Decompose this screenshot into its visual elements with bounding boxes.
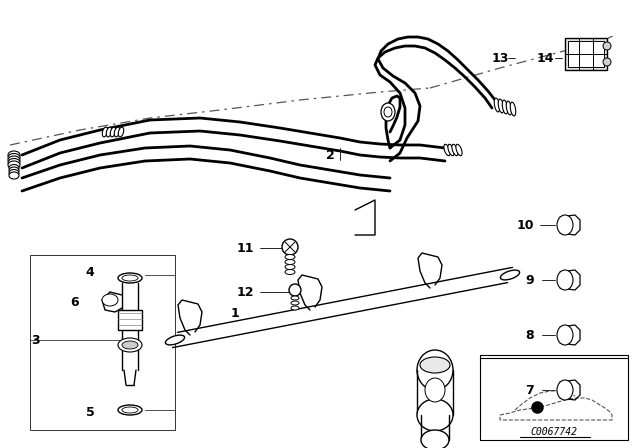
Ellipse shape <box>8 161 20 169</box>
Ellipse shape <box>421 430 449 448</box>
Ellipse shape <box>557 270 573 290</box>
Text: 2: 2 <box>326 148 334 161</box>
Ellipse shape <box>106 127 112 137</box>
Ellipse shape <box>448 144 454 156</box>
Text: 7: 7 <box>525 383 534 396</box>
Ellipse shape <box>291 301 299 305</box>
Ellipse shape <box>9 167 19 174</box>
Ellipse shape <box>456 144 462 156</box>
Ellipse shape <box>110 127 116 137</box>
Ellipse shape <box>417 350 453 390</box>
Ellipse shape <box>381 103 395 121</box>
Ellipse shape <box>603 58 611 66</box>
Ellipse shape <box>122 341 138 349</box>
Ellipse shape <box>122 275 138 281</box>
Ellipse shape <box>102 294 118 306</box>
Ellipse shape <box>115 127 120 137</box>
Ellipse shape <box>285 254 295 259</box>
Text: 3: 3 <box>31 333 39 346</box>
Ellipse shape <box>506 101 512 115</box>
Ellipse shape <box>165 335 184 345</box>
Ellipse shape <box>8 159 20 167</box>
Ellipse shape <box>8 154 20 161</box>
Text: 5: 5 <box>86 405 94 418</box>
Ellipse shape <box>494 98 500 112</box>
Text: 9: 9 <box>525 273 534 287</box>
Ellipse shape <box>9 164 19 172</box>
Ellipse shape <box>557 325 573 345</box>
Ellipse shape <box>417 399 453 431</box>
Text: 8: 8 <box>525 328 534 341</box>
Ellipse shape <box>291 296 299 300</box>
Ellipse shape <box>118 405 142 415</box>
Text: 6: 6 <box>70 296 79 309</box>
Ellipse shape <box>557 380 573 400</box>
Bar <box>565 38 607 70</box>
Ellipse shape <box>118 273 142 283</box>
Ellipse shape <box>557 215 573 235</box>
Ellipse shape <box>8 151 20 159</box>
Ellipse shape <box>118 127 124 137</box>
Ellipse shape <box>444 144 450 156</box>
Text: 1: 1 <box>230 306 239 319</box>
Ellipse shape <box>425 378 445 402</box>
Ellipse shape <box>285 270 295 275</box>
Ellipse shape <box>285 259 295 264</box>
Ellipse shape <box>285 264 295 270</box>
Text: 14: 14 <box>536 52 554 65</box>
Ellipse shape <box>452 144 458 156</box>
Ellipse shape <box>118 338 142 352</box>
Ellipse shape <box>282 239 298 255</box>
Text: 4: 4 <box>86 266 94 279</box>
Ellipse shape <box>603 42 611 50</box>
Ellipse shape <box>420 357 450 373</box>
Ellipse shape <box>8 156 20 164</box>
Bar <box>118 310 142 330</box>
Text: 11: 11 <box>236 241 253 254</box>
Ellipse shape <box>102 127 108 137</box>
Ellipse shape <box>384 107 392 117</box>
Ellipse shape <box>122 407 138 413</box>
Ellipse shape <box>502 100 508 114</box>
Ellipse shape <box>289 284 301 296</box>
Ellipse shape <box>9 169 19 177</box>
Ellipse shape <box>500 270 520 280</box>
Bar <box>30 255 175 430</box>
Ellipse shape <box>499 99 504 113</box>
Bar <box>568 41 604 67</box>
Ellipse shape <box>9 172 19 179</box>
Ellipse shape <box>510 102 516 116</box>
Ellipse shape <box>291 306 299 310</box>
Text: 13: 13 <box>492 52 509 65</box>
Text: 10: 10 <box>516 219 534 232</box>
Text: C0067742: C0067742 <box>531 427 577 437</box>
Text: 12: 12 <box>236 285 253 298</box>
